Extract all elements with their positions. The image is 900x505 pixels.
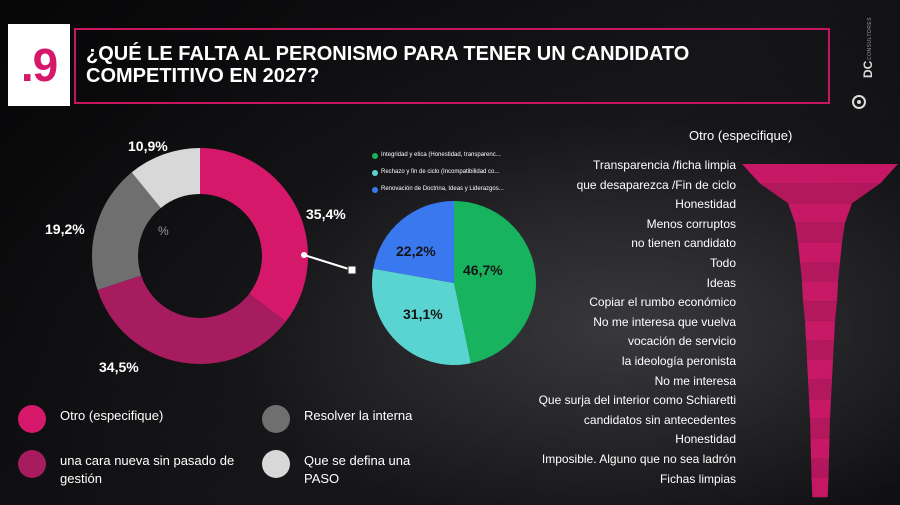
- donut-label-interna: 19,2%: [45, 221, 85, 237]
- funnel-category-label: vocación de servicio: [627, 334, 736, 349]
- funnel-segment-1: [760, 183, 880, 204]
- funnel-category-label: la ideología peronista: [621, 354, 736, 368]
- pie-label-integridad: 46,7%: [463, 262, 503, 278]
- funnel-segment-4: [798, 242, 842, 262]
- funnel-category-label: Honestidad: [675, 197, 736, 212]
- funnel-chart: [742, 164, 898, 498]
- funnel-segment-2: [788, 203, 852, 223]
- funnel-segment-11: [808, 379, 832, 400]
- legend-swatch: [372, 170, 378, 176]
- legend-swatch: [18, 450, 46, 478]
- funnel-category-label: que desaparezca /Fin de ciclo: [576, 177, 736, 192]
- funnel-segment-15: [811, 458, 829, 478]
- donut-slice-3: [131, 148, 200, 208]
- funnel-category-label: Transparencia /ficha limpia: [593, 158, 736, 172]
- donut-to-pie-connector: [301, 252, 357, 275]
- legend-label: Integridad y etica (Honestidad, transpar…: [381, 152, 501, 158]
- legend-swatch: [372, 187, 378, 193]
- legend-label: Resolver la interna: [304, 408, 413, 423]
- pie-label-rechazo: 31,1%: [403, 306, 443, 322]
- legend-label: Otro (especifique): [60, 408, 164, 423]
- legend-item-cara-nueva: una cara nueva sin pasado de gestión: [18, 450, 248, 490]
- legend-label: Renovación de Doctrina, Ideas y Liderazg…: [381, 186, 504, 192]
- funnel-category-label: Menos corruptos: [646, 216, 736, 231]
- funnel-segment-14: [810, 438, 830, 458]
- funnel-category-label: Imposible. Alguno que no sea ladrón: [541, 452, 736, 466]
- donut-label-cara-nueva: 34,5%: [99, 359, 139, 375]
- funnel-category-label: Que surja del interior como Schiaretti: [538, 393, 736, 408]
- donut-label-otro: 35,4%: [306, 206, 346, 222]
- donut-chart: [92, 148, 308, 365]
- legend-item-interna: Resolver la interna: [262, 405, 462, 435]
- funnel-segment-7: [803, 301, 837, 321]
- funnel-category-label: Todo: [709, 256, 736, 270]
- brand-logo-icon: [852, 95, 866, 109]
- funnel-category-label: candidatos sin antecedentes: [583, 412, 736, 427]
- funnel-category-label: Honestidad: [675, 432, 736, 447]
- title-frame: [74, 28, 830, 104]
- funnel-category-label: Copiar el rumbo económico: [589, 295, 736, 310]
- page-title: ¿QUÉ LE FALTA AL PERONISMO PARA TENER UN…: [86, 43, 690, 87]
- funnel-category-label: Fichas limpias: [659, 471, 736, 486]
- pie-slice-0: [454, 201, 536, 364]
- funnel-segment-6: [802, 281, 838, 302]
- legend-swatch: [262, 450, 290, 478]
- funnel-segment-12: [809, 399, 831, 419]
- legend-item-otro: Otro (especifique): [18, 405, 248, 435]
- donut-slice-0: [200, 148, 308, 322]
- donut-center-fragment: %: [158, 224, 169, 238]
- funnel-segment-16: [811, 477, 829, 498]
- funnel-segment-13: [810, 418, 830, 439]
- funnel-title: Otro (especifique): [689, 128, 793, 143]
- pie-slice-2: [373, 201, 454, 283]
- funnel-category-label: no tienen candidato: [631, 236, 736, 251]
- funnel-segment-10: [807, 360, 833, 380]
- funnel-segment-8: [805, 320, 835, 341]
- donut-slice-2: [92, 172, 161, 291]
- donut-slice-1: [97, 275, 286, 365]
- question-number: .9: [8, 24, 70, 106]
- legend-label: Rechazo y fin de ciclo (Incompatibilidad…: [381, 169, 500, 175]
- funnel-segment-3: [795, 222, 845, 243]
- legend-item-paso: Que se defina una PASO: [262, 450, 462, 490]
- pie-chart: [372, 201, 536, 366]
- legend-label: Que se defina una PASO: [304, 453, 411, 486]
- legend-swatch: [18, 405, 46, 433]
- funnel-category-label: Ideas: [706, 275, 736, 290]
- funnel-segment-0: [742, 164, 898, 184]
- funnel-segment-5: [800, 262, 840, 282]
- funnel-segment-9: [806, 340, 834, 360]
- legend-label: una cara nueva sin pasado de gestión: [60, 453, 235, 486]
- pie-label-renovacion: 22,2%: [396, 243, 436, 259]
- pie-slice-1: [372, 268, 471, 366]
- legend-swatch: [372, 153, 378, 159]
- legend-swatch: [262, 405, 290, 433]
- donut-label-paso: 10,9%: [128, 138, 168, 154]
- funnel-category-label: No me interesa que vuelva: [593, 314, 736, 329]
- funnel-category-label: No me interesa: [654, 373, 736, 388]
